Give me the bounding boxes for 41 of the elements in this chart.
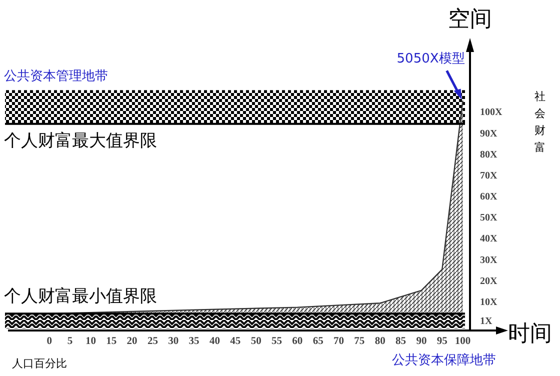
y-tick-label: 80X bbox=[480, 149, 498, 160]
band-label: 公共资本管理地带 bbox=[4, 69, 108, 84]
x-tick-label: 45 bbox=[230, 336, 241, 347]
ref-line-label: 个人财富最小值界限 bbox=[4, 286, 157, 307]
x-tick-label: 10 bbox=[85, 336, 96, 347]
y-axis-title: 社会财富 bbox=[534, 90, 546, 154]
x-tick-label: 55 bbox=[271, 336, 282, 347]
band-label: 公共资本保障地带 bbox=[392, 353, 496, 368]
x-tick-label: 60 bbox=[292, 336, 303, 347]
x-tick-label: 0 bbox=[46, 336, 52, 347]
y-tick-label: 10X bbox=[480, 296, 498, 308]
x-tick-label: 25 bbox=[147, 336, 158, 347]
y-tick-label: 30X bbox=[480, 254, 498, 266]
y-tick-label: 1X bbox=[480, 316, 493, 327]
x-axis-title: 人口百分比 bbox=[12, 357, 67, 370]
x-tick-label: 80 bbox=[374, 336, 386, 347]
ref-line-label: 个人财富最大值界限 bbox=[4, 130, 157, 151]
text: 空间 bbox=[448, 7, 492, 32]
annotation: 5050X模型 bbox=[396, 52, 465, 67]
y-tick-label: 60X bbox=[480, 192, 498, 203]
x-tick-label: 95 bbox=[436, 336, 448, 347]
x-tick-label: 70 bbox=[334, 336, 344, 347]
x-tick-label: 5 bbox=[67, 336, 73, 347]
y-tick-label: 100X bbox=[480, 107, 503, 118]
y-tick-label: 70X bbox=[480, 170, 498, 182]
x-tick-label: 30 bbox=[168, 336, 179, 347]
x-tick-label: 40 bbox=[209, 336, 220, 347]
y-tick-label: 90X bbox=[480, 128, 498, 140]
x-tick-label: 75 bbox=[354, 336, 365, 347]
x-tick-label: 15 bbox=[106, 336, 117, 347]
x-tick-label: 90 bbox=[416, 336, 427, 347]
x-tick-label: 100 bbox=[454, 336, 471, 347]
x-tick-label: 35 bbox=[188, 336, 200, 347]
y-tick-label: 40X bbox=[480, 234, 498, 245]
x-tick-label: 65 bbox=[312, 336, 324, 347]
text: 时间 bbox=[508, 322, 552, 346]
x-tick-label: 50 bbox=[250, 336, 262, 347]
y-tick-label: 50X bbox=[480, 212, 498, 224]
x-tick-label: 20 bbox=[126, 336, 138, 347]
x-tick-label: 85 bbox=[396, 336, 406, 347]
y-tick-label: 20X bbox=[480, 276, 498, 287]
